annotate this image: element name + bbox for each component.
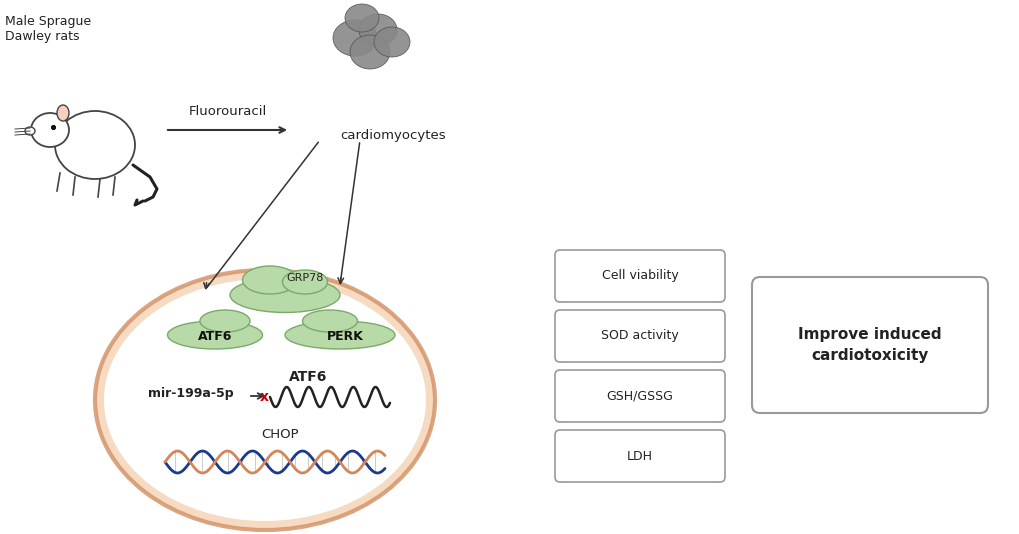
- Ellipse shape: [95, 270, 434, 530]
- Ellipse shape: [284, 321, 394, 349]
- Ellipse shape: [25, 127, 35, 135]
- Text: x: x: [259, 390, 268, 404]
- Ellipse shape: [55, 111, 135, 179]
- Ellipse shape: [167, 321, 262, 349]
- Ellipse shape: [200, 310, 250, 332]
- Ellipse shape: [57, 105, 69, 121]
- Ellipse shape: [31, 113, 69, 147]
- Ellipse shape: [243, 266, 298, 294]
- Text: Cell viability: Cell viability: [601, 270, 678, 282]
- FancyBboxPatch shape: [554, 430, 725, 482]
- Text: GSH/GSSG: GSH/GSSG: [606, 389, 673, 403]
- FancyBboxPatch shape: [751, 277, 987, 413]
- Text: LDH: LDH: [627, 450, 652, 462]
- Ellipse shape: [359, 14, 396, 46]
- Text: CHOP: CHOP: [261, 428, 299, 442]
- Ellipse shape: [332, 20, 377, 56]
- Text: GRP78: GRP78: [286, 273, 323, 283]
- Ellipse shape: [104, 279, 426, 521]
- Text: Fluorouracil: Fluorouracil: [189, 105, 267, 118]
- Text: PERK: PERK: [326, 329, 363, 342]
- Text: cardiomyocytes: cardiomyocytes: [339, 129, 445, 142]
- Ellipse shape: [374, 27, 410, 57]
- Text: mir-199a-5p: mir-199a-5p: [148, 387, 233, 399]
- Text: Improve induced
cardiotoxicity: Improve induced cardiotoxicity: [798, 327, 941, 363]
- Ellipse shape: [350, 35, 389, 69]
- FancyBboxPatch shape: [554, 310, 725, 362]
- Ellipse shape: [303, 310, 357, 332]
- Ellipse shape: [282, 270, 327, 294]
- Text: Male Sprague
Dawley rats: Male Sprague Dawley rats: [5, 15, 91, 43]
- Text: ATF6: ATF6: [198, 329, 232, 342]
- FancyBboxPatch shape: [554, 250, 725, 302]
- Ellipse shape: [344, 4, 379, 32]
- FancyBboxPatch shape: [554, 370, 725, 422]
- Text: SOD activity: SOD activity: [600, 329, 679, 342]
- Ellipse shape: [229, 278, 339, 312]
- Text: ATF6: ATF6: [288, 370, 327, 384]
